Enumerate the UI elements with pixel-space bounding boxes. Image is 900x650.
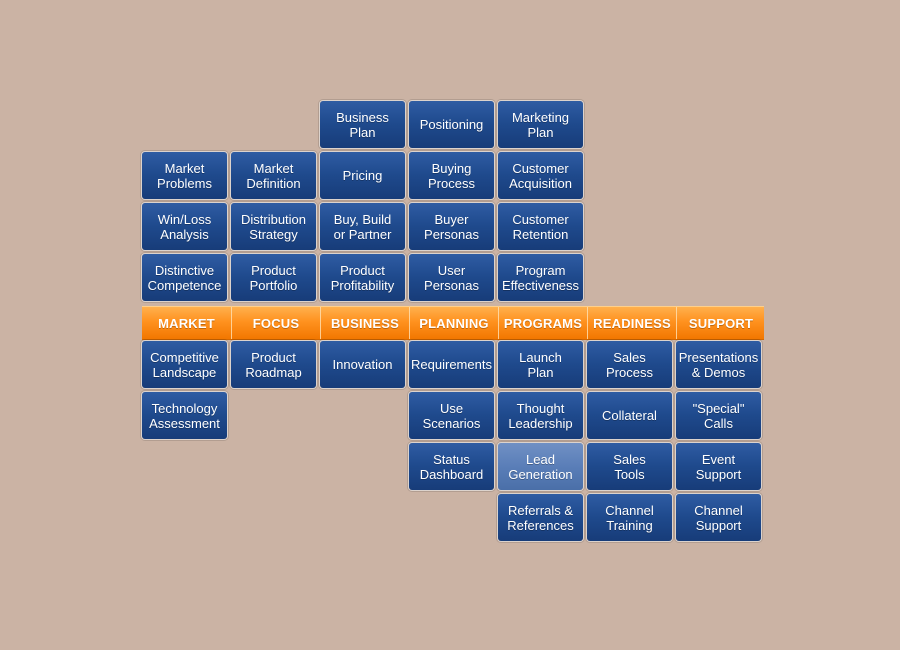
- tile-channel-training[interactable]: Channel Training: [587, 494, 672, 541]
- tile-status-dashboard[interactable]: Status Dashboard: [409, 443, 494, 490]
- band-label-business[interactable]: BUSINESS: [320, 307, 409, 339]
- tile-competitive-landscape[interactable]: Competitive Landscape: [142, 341, 227, 388]
- tile-business-plan[interactable]: Business Plan: [320, 101, 405, 148]
- tile-product-portfolio[interactable]: Product Portfolio: [231, 254, 316, 301]
- tile-launch-plan[interactable]: Launch Plan: [498, 341, 583, 388]
- tile-customer-retention[interactable]: Customer Retention: [498, 203, 583, 250]
- tile-thought-leadership[interactable]: Thought Leadership: [498, 392, 583, 439]
- tile-lead-generation[interactable]: Lead Generation: [498, 443, 583, 490]
- tile-requirements[interactable]: Requirements: [409, 341, 494, 388]
- tile-market-problems[interactable]: Market Problems: [142, 152, 227, 199]
- band-label-market[interactable]: MARKET: [158, 315, 215, 331]
- tile-sales-tools[interactable]: Sales Tools: [587, 443, 672, 490]
- band-label-support[interactable]: SUPPORT: [676, 307, 765, 339]
- tile-distribution-strategy[interactable]: Distribution Strategy: [231, 203, 316, 250]
- tile-buyer-personas[interactable]: Buyer Personas: [409, 203, 494, 250]
- band-label-programs[interactable]: PROGRAMS: [498, 307, 587, 339]
- tile-referrals-references[interactable]: Referrals & References: [498, 494, 583, 541]
- tile-product-profitability[interactable]: Product Profitability: [320, 254, 405, 301]
- tile-buy-build-partner[interactable]: Buy, Build or Partner: [320, 203, 405, 250]
- tile-distinctive-competence[interactable]: Distinctive Competence: [142, 254, 227, 301]
- tile-positioning[interactable]: Positioning: [409, 101, 494, 148]
- tile-channel-support[interactable]: Channel Support: [676, 494, 761, 541]
- tile-collateral[interactable]: Collateral: [587, 392, 672, 439]
- tile-innovation[interactable]: Innovation: [320, 341, 405, 388]
- tile-use-scenarios[interactable]: Use Scenarios: [409, 392, 494, 439]
- tile-pricing[interactable]: Pricing: [320, 152, 405, 199]
- band-label-focus[interactable]: FOCUS: [231, 307, 320, 339]
- tile-user-personas[interactable]: User Personas: [409, 254, 494, 301]
- tile-sales-process[interactable]: Sales Process: [587, 341, 672, 388]
- tile-buying-process[interactable]: Buying Process: [409, 152, 494, 199]
- tile-program-effectiveness[interactable]: Program Effectiveness: [498, 254, 583, 301]
- tile-customer-acquisition[interactable]: Customer Acquisition: [498, 152, 583, 199]
- tile-technology-assessment[interactable]: Technology Assessment: [142, 392, 227, 439]
- tile-event-support[interactable]: Event Support: [676, 443, 761, 490]
- band-label-readiness[interactable]: READINESS: [587, 307, 676, 339]
- category-band: MARKET FOCUS BUSINESS PLANNING PROGRAMS …: [142, 306, 764, 340]
- tile-presentations-demos[interactable]: Presentations & Demos: [676, 341, 761, 388]
- tile-special-calls[interactable]: "Special" Calls: [676, 392, 761, 439]
- tile-product-roadmap[interactable]: Product Roadmap: [231, 341, 316, 388]
- band-label-planning[interactable]: PLANNING: [409, 307, 498, 339]
- tile-marketing-plan[interactable]: Marketing Plan: [498, 101, 583, 148]
- tile-win-loss-analysis[interactable]: Win/Loss Analysis: [142, 203, 227, 250]
- tile-market-definition[interactable]: Market Definition: [231, 152, 316, 199]
- framework-board: Business Plan Positioning Marketing Plan…: [142, 101, 772, 551]
